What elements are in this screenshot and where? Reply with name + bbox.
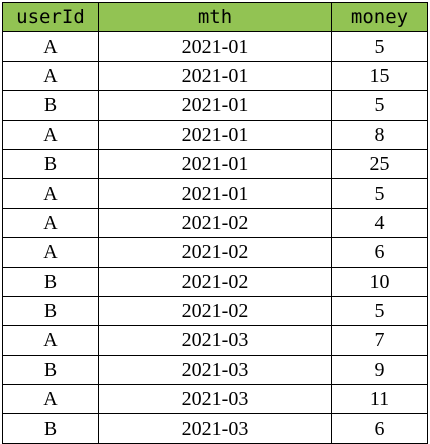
table-cell-mth: 2021-02 [98,237,332,268]
table-cell-userid: B [2,90,99,121]
table-cell-userid: A [2,237,99,268]
table-cell-userid: A [2,178,99,209]
table-cell-userid: A [2,60,99,92]
table-row: A 2021-01 5 [2,31,428,62]
column-header-userid: userId [2,1,99,33]
table-row: A 2021-03 11 [2,384,428,415]
table-cell-money: 4 [331,207,428,239]
table-cell-mth: 2021-01 [98,60,332,92]
table-cell-mth: 2021-03 [98,413,332,444]
table-body: A 2021-01 5 A 2021-01 15 B 2021-01 5 A 2021-01 8 B 20… [2,31,428,444]
column-header-money: money [331,1,428,33]
table-row: B 2021-02 10 [2,266,428,297]
table-cell-money: 5 [331,31,428,62]
table-cell-mth: 2021-03 [98,325,332,356]
table-cell-userid: A [2,31,99,62]
table-row: B 2021-01 5 [2,90,428,121]
table-cell-mth: 2021-02 [98,266,332,297]
table-row: A 2021-01 8 [2,119,428,150]
table-cell-money: 5 [331,90,428,121]
table-cell-money: 9 [331,354,428,386]
table-cell-userid: A [2,119,99,150]
table-cell-money: 8 [331,119,428,150]
table-cell-mth: 2021-01 [98,31,332,62]
table-cell-userid: A [2,325,99,356]
table-cell-userid: B [2,148,99,180]
table-cell-mth: 2021-03 [98,384,332,415]
table-cell-userid: B [2,266,99,297]
table-cell-mth: 2021-02 [98,295,332,327]
table-cell-userid: A [2,207,99,239]
table-row: B 2021-03 6 [2,413,428,444]
table-cell-money: 5 [331,178,428,209]
table-header-row: userId mth money [2,1,428,33]
column-header-mth: mth [98,1,332,33]
table-row: B 2021-02 5 [2,295,428,327]
table-cell-mth: 2021-01 [98,178,332,209]
table-row: A 2021-02 6 [2,237,428,268]
table-cell-money: 11 [331,384,428,415]
table-row: A 2021-01 5 [2,178,428,209]
table-row: A 2021-03 7 [2,325,428,356]
table-row: A 2021-01 15 [2,60,428,92]
table-row: B 2021-01 25 [2,148,428,180]
table-cell-money: 7 [331,325,428,356]
table-cell-userid: A [2,384,99,415]
table-cell-mth: 2021-01 [98,148,332,180]
table-cell-mth: 2021-01 [98,90,332,121]
table-cell-userid: B [2,354,99,386]
table-cell-mth: 2021-01 [98,119,332,150]
table-cell-userid: B [2,295,99,327]
table-cell-money: 6 [331,413,428,444]
table-row: A 2021-02 4 [2,207,428,239]
table-cell-userid: B [2,413,99,444]
table-cell-money: 10 [331,266,428,297]
table-cell-money: 6 [331,237,428,268]
table-cell-money: 5 [331,295,428,327]
table-cell-mth: 2021-02 [98,207,332,239]
table-cell-money: 15 [331,60,428,92]
table-cell-mth: 2021-03 [98,354,332,386]
table-row: B 2021-03 9 [2,354,428,386]
table-cell-money: 25 [331,148,428,180]
